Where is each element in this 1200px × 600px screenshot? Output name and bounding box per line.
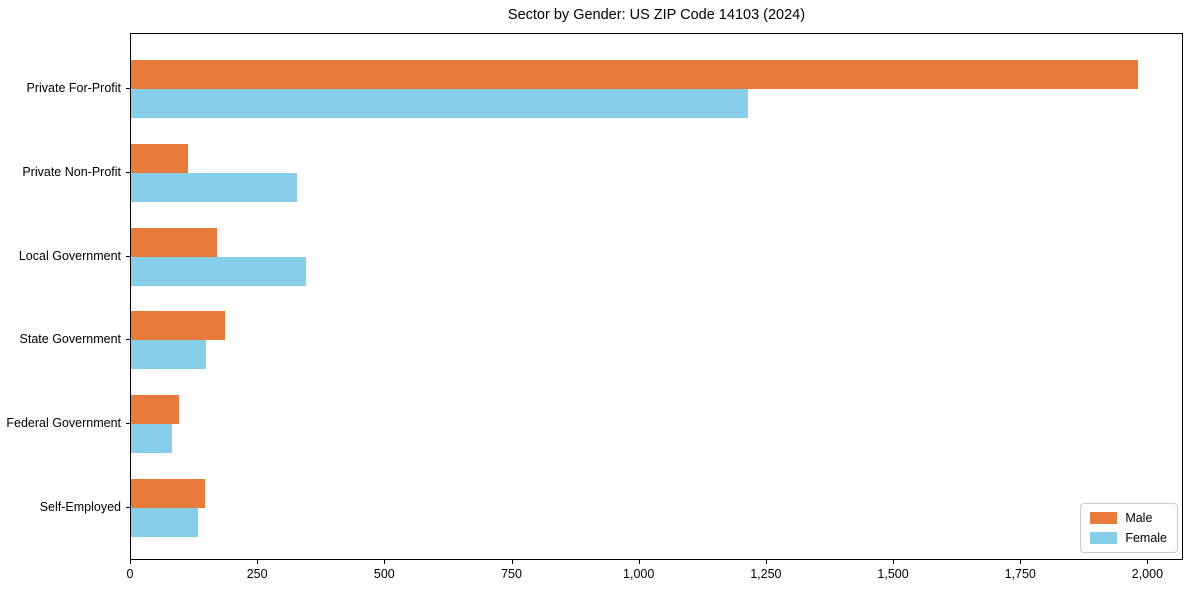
x-tick-mark xyxy=(130,560,131,564)
y-tick-mark xyxy=(126,423,130,425)
x-tick-label: 1,000 xyxy=(623,567,655,581)
x-tick-mark xyxy=(1147,560,1149,564)
x-tick-label: 0 xyxy=(126,567,134,581)
bar-male-5 xyxy=(131,395,179,425)
x-tick-label: 1,500 xyxy=(877,567,909,581)
bar-male-3 xyxy=(131,227,217,257)
bar-female-3 xyxy=(131,256,306,286)
y-tick-label: Private For-Profit xyxy=(26,81,121,95)
bar-male-6 xyxy=(131,479,205,508)
x-tick-mark xyxy=(893,560,895,564)
y-tick-mark xyxy=(126,339,130,341)
y-tick-label: Self-Employed xyxy=(39,500,121,514)
y-tick-mark xyxy=(126,88,130,89)
x-tick-label: 2,000 xyxy=(1131,567,1164,581)
y-tick-label: Private Non-Profit xyxy=(22,164,121,179)
y-tick-label: State Government xyxy=(19,332,121,347)
bar-male-4 xyxy=(131,311,226,341)
chart-title: Sector by Gender: US ZIP Code 14103 (202… xyxy=(507,7,806,23)
x-tick-mark xyxy=(1020,560,1022,564)
legend-label-female: Female xyxy=(1125,531,1167,545)
plot-area: Male Female xyxy=(130,33,1183,560)
x-tick-mark xyxy=(257,560,259,564)
bar-female-2 xyxy=(131,172,297,202)
legend-item-female: Female xyxy=(1090,531,1167,545)
bar-male-1 xyxy=(131,60,1138,89)
legend-swatch-female xyxy=(1090,532,1118,544)
x-tick-label: 250 xyxy=(246,567,268,581)
y-tick-mark xyxy=(126,171,130,173)
bar-female-5 xyxy=(131,424,172,454)
bar-male-2 xyxy=(131,143,188,173)
x-tick-mark xyxy=(511,560,513,564)
y-tick-label: Federal Government xyxy=(6,416,121,431)
bar-female-4 xyxy=(131,340,206,370)
x-tick-mark xyxy=(638,560,640,564)
x-tick-mark xyxy=(384,560,386,564)
y-tick-label: Local Government xyxy=(18,248,121,263)
bar-female-6 xyxy=(131,508,198,537)
legend-swatch-male xyxy=(1090,512,1118,524)
legend: Male Female xyxy=(1080,503,1178,553)
y-tick-mark xyxy=(126,507,130,508)
x-tick-label: 1,750 xyxy=(1004,567,1036,581)
x-tick-label: 500 xyxy=(373,567,395,581)
legend-label-male: Male xyxy=(1125,511,1153,525)
x-tick-label: 1,250 xyxy=(750,567,782,581)
legend-item-male: Male xyxy=(1090,511,1167,525)
y-tick-mark xyxy=(126,255,130,257)
x-tick-mark xyxy=(765,560,767,564)
x-tick-label: 750 xyxy=(501,567,522,581)
bar-female-1 xyxy=(131,89,748,118)
